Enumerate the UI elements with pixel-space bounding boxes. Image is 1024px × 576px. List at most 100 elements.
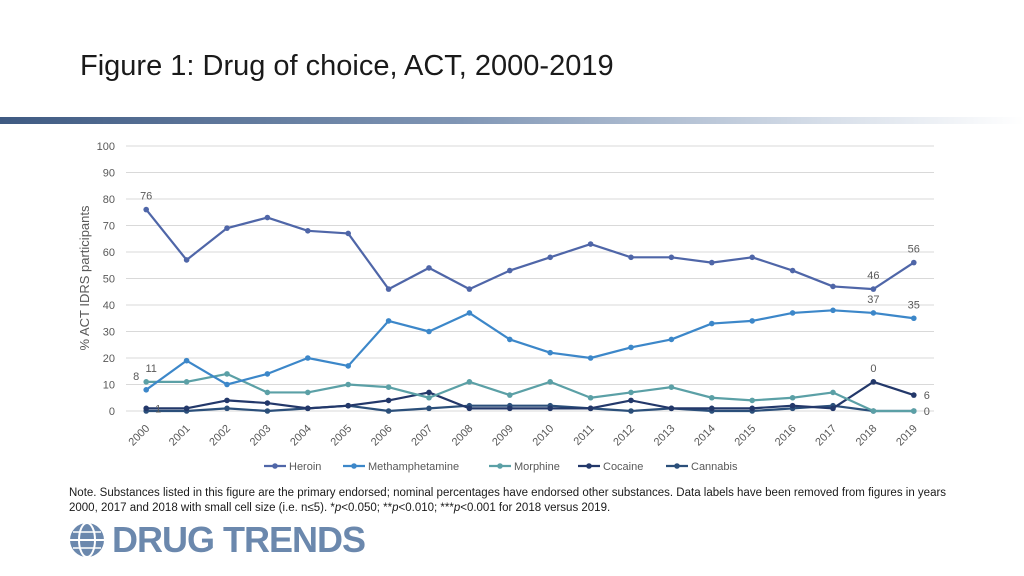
data-point-cocaine [264,400,271,406]
data-point-heroin [385,286,392,292]
data-point-heroin [466,286,473,292]
data-point-cocaine [709,405,715,412]
y-tick-label: 0 [109,406,115,418]
data-point-cannabis [628,408,634,414]
data-point-methamphetamine [264,371,271,377]
x-tick-label: 2012 [611,423,637,449]
x-tick-label: 2010 [531,423,557,449]
data-point-methamphetamine [709,320,715,327]
data-point-cocaine [385,397,392,404]
chart-legend: Heroin Methamphetamine Morphine Cocaine Cann… [264,461,738,473]
footnote: Note. Substances listed in this figure a… [69,487,947,514]
data-point-morphine [466,379,473,385]
series-line-methamphetamine [145,309,914,391]
data-point-morphine [870,408,877,414]
data-point-heroin [628,254,634,261]
data-point-heroin [668,254,675,261]
data-point-morphine [143,379,149,385]
data-point-methamphetamine [305,355,311,361]
data-label: 0 [870,363,876,375]
data-point-heroin [587,241,594,247]
y-tick-label: 70 [103,221,115,233]
legend-label: Cannabis [691,461,738,473]
data-point-methamphetamine [668,336,675,343]
y-tick-label: 60 [103,247,115,259]
data-point-methamphetamine [385,318,392,324]
data-point-cannabis [385,408,392,414]
legend-swatch-marker [497,463,503,469]
data-point-cocaine [830,405,836,412]
x-tick-label: 2008 [450,423,476,449]
x-tick-label: 2002 [207,423,233,449]
data-point-morphine [345,381,352,388]
x-tick-label: 2014 [692,423,718,449]
series-line-cannabis [146,404,914,413]
x-tick-label: 2006 [369,423,395,449]
data-point-cannabis [224,405,230,412]
x-tick-label: 2015 [733,423,759,449]
data-point-methamphetamine [587,355,594,361]
data-point-cocaine [911,392,917,398]
data-point-methamphetamine [547,349,553,356]
y-axis-label: % ACT IDRS participants [77,205,92,350]
data-label: 35 [908,299,920,311]
data-point-morphine [507,392,513,398]
y-tick-label: 100 [97,141,115,153]
x-tick-label: 2019 [894,423,920,449]
data-label: 8 [133,371,139,383]
data-point-methamphetamine [466,310,473,316]
data-point-cocaine [587,405,594,412]
drug-trends-logo: DRUG TRENDS [68,519,366,560]
x-tick-label: 2005 [329,423,355,449]
data-point-cocaine [870,379,877,385]
data-point-morphine [911,408,917,414]
x-tick-label: 2017 [813,423,839,449]
legend-swatch-marker [272,463,278,469]
y-tick-label: 80 [103,194,115,206]
data-point-methamphetamine [345,363,352,369]
data-point-morphine [224,371,230,377]
data-point-heroin [426,265,432,271]
title-divider [0,117,1024,124]
data-point-cocaine [749,405,755,412]
data-point-cocaine [507,405,513,412]
data-point-morphine [264,389,271,396]
x-axis-ticks: 2000 2001 2002 2003 2004 2005 2006 2007 2008 2009… [127,423,920,449]
y-tick-label: 10 [103,380,115,392]
data-point-cocaine [466,405,473,412]
x-tick-label: 2013 [652,423,678,449]
y-tick-label: 20 [103,353,115,365]
data-label: 6 [924,390,930,402]
data-point-methamphetamine [749,318,755,324]
y-tick-label: 90 [103,168,115,180]
data-point-heroin [183,257,190,263]
data-point-cocaine [305,405,311,412]
x-tick-label: 2007 [409,423,435,449]
data-point-morphine [709,394,715,401]
data-point-heroin [264,214,271,221]
data-point-cocaine [345,402,352,409]
data-point-heroin [507,267,513,274]
data-point-morphine [426,394,432,401]
legend-label: Cocaine [603,461,643,473]
y-tick-label: 40 [103,300,115,312]
data-point-morphine [830,389,836,396]
logo-text: DRUG TRENDS [112,519,366,560]
data-point-heroin [870,286,877,292]
globe-icon [70,522,104,558]
data-point-cocaine [224,397,230,404]
x-tick-label: 2004 [288,423,314,449]
x-tick-label: 2000 [127,423,153,449]
data-label: 1 [155,403,161,415]
data-point-heroin [830,283,836,290]
data-point-morphine [749,397,755,404]
legend-label: Morphine [514,461,560,473]
y-axis-ticks: 0 10 20 30 40 50 60 70 80 90 100 [97,141,115,418]
data-label: 0 [924,406,930,418]
data-point-morphine [628,389,634,396]
data-point-cocaine [547,405,553,412]
data-point-methamphetamine [224,381,230,388]
series-line-heroin [145,208,915,291]
data-label: 11 [145,363,156,375]
data-point-methamphetamine [143,387,149,393]
